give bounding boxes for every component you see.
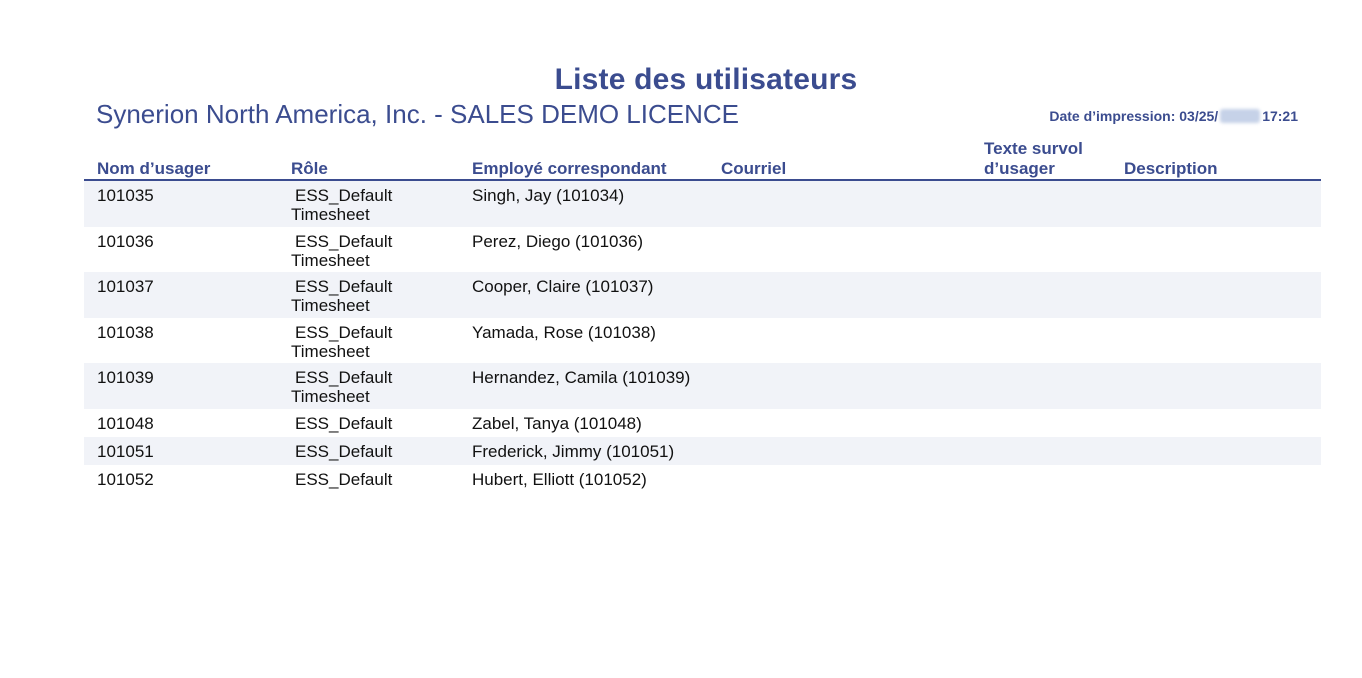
role-line1: ESS_Default [295,469,393,489]
role-line2: Timesheet [291,296,370,316]
redacted-year [1220,109,1261,123]
column-header-employee: Employé correspondant [472,159,667,178]
cell-username: 101035 [97,186,154,205]
role-line2: Timesheet [291,250,370,270]
cell-username: 101052 [97,469,154,489]
cell-role: ESS_Default Timesheet [291,232,392,270]
role-line2: Timesheet [291,205,370,224]
cell-employee: Perez, Diego (101036) [472,231,644,251]
report-title: Liste des utilisateurs [554,63,858,96]
table-row: 101051 ESS_Default Frederick, Jimmy (101… [84,436,1321,465]
role-line2: Timesheet [291,341,370,361]
cell-employee: Frederick, Jimmy (101051) [472,441,675,461]
table-header: Nom d’usager Rôle Employé correspondant … [84,138,1321,181]
role-line1: ESS_Default [295,231,393,251]
cell-role: ESS_Default [291,470,392,489]
table-row: 101038 ESS_Default Timesheet Yamada, Rose… [84,318,1321,364]
cell-role: ESS_Default [291,414,392,433]
column-header-username: Nom d’usager [97,159,211,178]
cell-username: 101036 [97,231,154,251]
role-line1: ESS_Default [295,441,393,461]
column-header-email: Courriel [721,159,787,178]
cell-username: 101038 [97,322,154,342]
column-header-hover-text: Texte survol d’usager [984,139,1083,179]
cell-employee: Yamada, Rose (101038) [472,322,656,342]
cell-employee: Hubert, Elliott (101052) [472,469,647,489]
cell-username: 101039 [97,368,154,388]
cell-employee: Zabel, Tanya (101048) [472,413,642,433]
cell-role: ESS_Default Timesheet [291,323,392,361]
table-row: 101048 ESS_Default Zabel, Tanya (101048) [84,409,1321,437]
cell-username: 101048 [97,413,154,433]
cell-employee: Hernandez, Camila (101039) [472,368,691,388]
table-row: 101036 ESS_Default Timesheet Perez, Diego… [84,227,1321,273]
cell-role: ESS_Default Timesheet [291,186,392,224]
role-line1: ESS_Default [295,322,393,342]
company-name: Synerion North America, Inc. - SALES DEM… [96,99,739,129]
column-header-role: Rôle [291,159,328,178]
cell-role: ESS_Default Timesheet [291,368,392,406]
print-date-label: Date d’impression: 03/25/ [1049,108,1219,124]
table-row: 101052 ESS_Default Hubert, Elliott (1010… [84,465,1321,493]
table-row: 101035 ESS_Default Timesheet Singh, Jay (… [84,181,1321,227]
cell-employee: Cooper, Claire (101037) [472,277,654,297]
cell-username: 101051 [97,441,154,461]
cell-employee: Singh, Jay (101034) [472,186,625,205]
role-line1: ESS_Default [295,413,393,433]
role-line2: Timesheet [291,387,370,407]
role-line1: ESS_Default [295,277,393,297]
cell-role: ESS_Default Timesheet [291,277,392,315]
column-header-hover-line2: d’usager [984,159,1055,178]
table-row: 101039 ESS_Default Timesheet Hernandez, C… [84,363,1321,409]
print-date: Date d’impression: 03/25/17:21 [1049,107,1298,125]
column-header-description: Description [1124,159,1218,178]
cell-username: 101037 [97,277,154,297]
role-line1: ESS_Default [295,186,393,205]
role-line1: ESS_Default [295,368,393,388]
print-time: 17:21 [1262,108,1298,124]
table-row: 101037 ESS_Default Timesheet Cooper, Clai… [84,272,1321,318]
column-header-hover-line1: Texte survol [984,139,1083,158]
cell-role: ESS_Default [291,442,392,461]
user-table-body: 101035 ESS_Default Timesheet Singh, Jay (… [84,181,1321,493]
